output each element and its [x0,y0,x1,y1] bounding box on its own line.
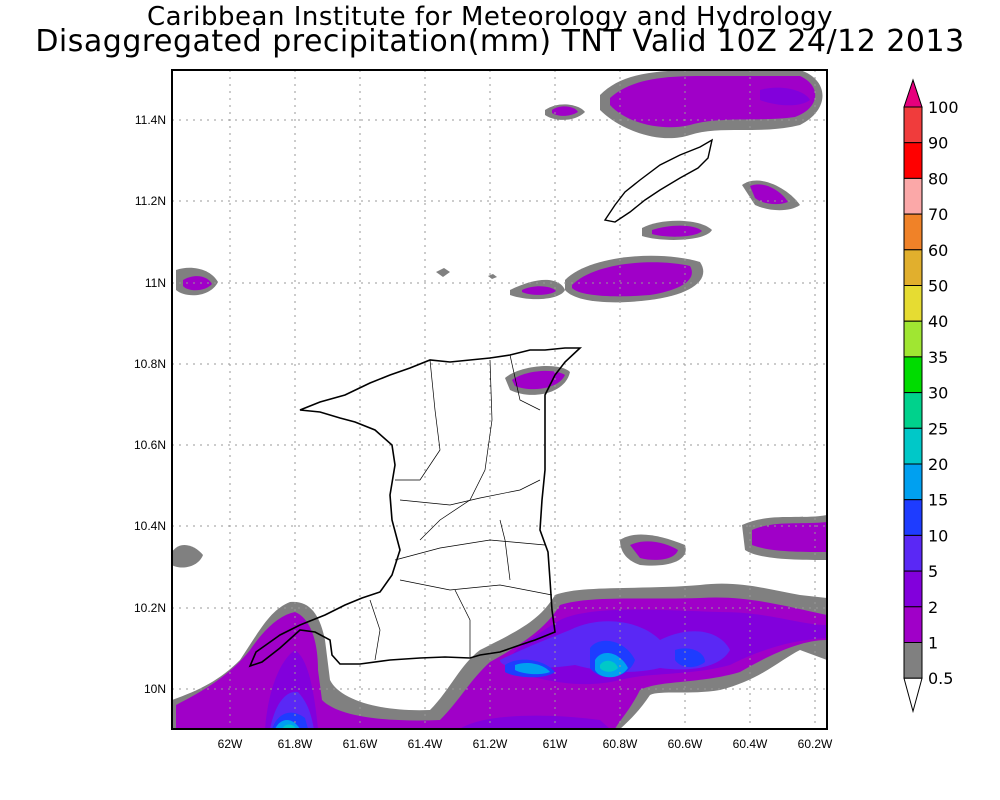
colorbar-swatch [903,642,923,679]
lon-tick-label: 61.2W [473,737,508,751]
figure-title-institute: Caribbean Institute for Meteorology and … [147,2,833,32]
coastlines [248,138,714,668]
colorbar-swatch [903,356,923,394]
colorbar-label: 25 [928,419,948,438]
lon-tick-label: 61W [543,737,568,751]
colorbar-swatch [903,249,923,287]
colorbar-under-triangle [903,677,923,714]
longitude-axis: 62W 61.8W 61.6W 61.4W 61.2W 61W 60.8W 60… [218,737,833,751]
colorbar-swatch [903,213,923,251]
lat-tick-label: 10.8N [134,357,166,371]
colorbar-label: 20 [928,455,948,474]
colorbar-label: 15 [928,491,948,510]
colorbar-swatch [903,570,923,608]
colorbar-swatch [903,463,923,501]
colorbar-label: 80 [928,169,948,188]
lon-tick-label: 62W [218,737,243,751]
colorbar-label: 70 [928,205,948,224]
precip-layer-20-25 [282,660,618,729]
colorbar-label: 50 [928,277,948,296]
lon-tick-label: 60.4W [733,737,768,751]
colorbar-swatch [903,392,923,429]
precip-layer-2-5 [265,87,827,729]
colorbar-label: 5 [928,562,938,581]
colorbar-label: 100 [928,98,959,117]
lat-tick-label: 10.2N [134,601,166,615]
lat-tick-label: 10.6N [134,438,166,452]
tobago-outline [603,138,714,223]
colorbar-swatch [903,106,923,144]
latitude-axis: 11.4N 11.2N 11N 10.8N 10.6N 10.4N 10.2N … [134,113,166,696]
lat-tick-label: 10.4N [134,519,166,533]
colorbar-swatch [903,285,923,322]
figure-title-product: Disaggregated precipitation(mm) TNT Vali… [35,24,965,59]
colorbar-label: 35 [928,348,948,367]
lon-tick-label: 61.8W [278,737,313,751]
lat-tick-label: 11N [145,276,166,290]
colorbar-swatch [903,606,923,643]
colorbar-over-triangle [903,78,923,108]
colorbar-swatch [903,177,923,215]
lon-tick-label: 61.6W [343,737,378,751]
colorbar-label: 10 [928,526,948,545]
admin-boundaries [369,354,553,661]
lat-tick-label: 11.4N [135,113,166,127]
lon-tick-label: 60.8W [603,737,638,751]
colorbar-label: 90 [928,134,948,153]
colorbar-swatch [903,320,923,358]
lat-tick-label: 10N [144,682,166,696]
colorbar-legend: 100 90 80 70 60 50 40 35 30 25 20 15 10 5 2 1 0.5 [903,78,959,714]
colorbar-label: 1 [928,634,938,653]
colorbar-label: 2 [928,598,938,617]
colorbar-label: 40 [928,312,948,331]
colorbar-label: 0.5 [928,669,953,688]
map-frame [171,69,828,730]
lon-tick-label: 60.6W [668,737,703,751]
colorbar-swatch [903,499,923,536]
colorbar-label: 30 [928,384,948,403]
colorbar-swatch [903,534,923,572]
lon-tick-label: 60.2W [798,737,833,751]
lon-tick-label: 61.4W [408,737,443,751]
colorbar-swatch [903,142,923,179]
colorbar-swatch [903,427,923,465]
lat-tick-label: 11.2N [135,194,166,208]
colorbar-label: 60 [928,241,948,260]
precipitation-field [172,70,827,729]
graticule [172,70,827,729]
